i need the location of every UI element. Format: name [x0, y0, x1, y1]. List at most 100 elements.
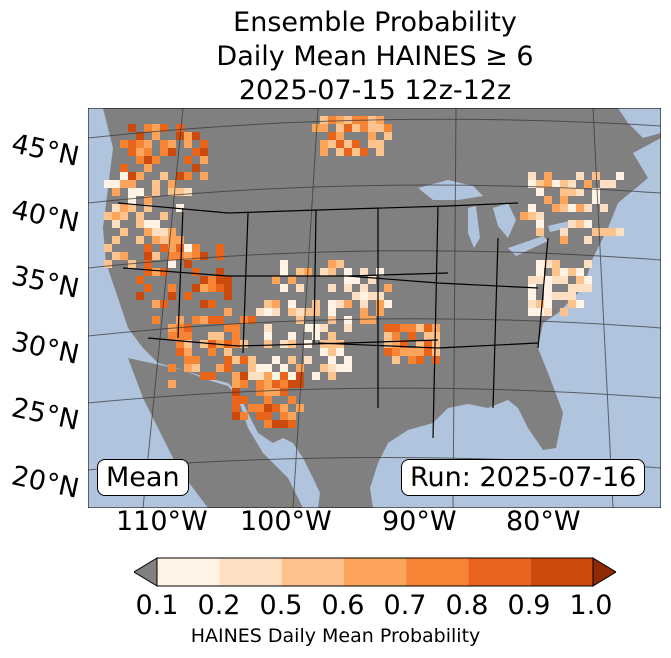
probability-cell — [136, 172, 144, 180]
probability-cell — [416, 356, 424, 364]
probability-cell — [208, 372, 216, 380]
probability-cell — [552, 292, 560, 300]
probability-cell — [152, 156, 160, 164]
probability-cells — [104, 116, 624, 428]
probability-cell — [336, 140, 344, 148]
probability-cell — [320, 268, 328, 276]
lake-huron — [493, 203, 516, 238]
probability-cell — [280, 340, 288, 348]
probability-cell — [216, 252, 224, 260]
colorbar-tick-1: 0.2 — [197, 590, 241, 621]
probability-cell — [200, 372, 208, 380]
probability-cell — [264, 412, 272, 420]
probability-cell — [224, 364, 232, 372]
probability-cell — [104, 244, 112, 252]
probability-cell — [336, 148, 344, 156]
probability-cell — [280, 364, 288, 372]
probability-cell — [208, 332, 216, 340]
probability-cell — [184, 156, 192, 164]
colorbar-tick-5: 0.8 — [445, 590, 489, 621]
probability-cell — [384, 124, 392, 132]
title-line-1: Ensemble Probability — [233, 7, 517, 38]
probability-cell — [168, 188, 176, 196]
probability-cell — [336, 260, 344, 268]
probability-cell — [616, 228, 624, 236]
probability-cell — [360, 292, 368, 300]
probability-cell — [296, 284, 304, 292]
probability-cell — [224, 356, 232, 364]
probability-cell — [416, 324, 424, 332]
probability-cell — [280, 372, 288, 380]
probability-cell — [576, 204, 584, 212]
probability-cell — [200, 284, 208, 292]
probability-cell — [256, 372, 264, 380]
probability-cell — [360, 268, 368, 276]
probability-cell — [584, 260, 592, 268]
probability-cell — [192, 244, 200, 252]
probability-cell — [328, 268, 336, 276]
probability-cell — [360, 316, 368, 324]
probability-cell — [192, 132, 200, 140]
probability-cell — [128, 140, 136, 148]
probability-cell — [168, 260, 176, 268]
probability-cell — [408, 348, 416, 356]
probability-cell — [136, 132, 144, 140]
probability-cell — [568, 292, 576, 300]
probability-cell — [200, 252, 208, 260]
probability-cell — [184, 172, 192, 180]
probability-cell — [232, 404, 240, 412]
lat-label-40: 40°N — [8, 194, 82, 239]
probability-cell — [336, 116, 344, 124]
probability-cell — [232, 340, 240, 348]
probability-cell — [152, 124, 160, 132]
probability-cell — [208, 284, 216, 292]
probability-cell — [240, 340, 248, 348]
probability-cell — [392, 324, 400, 332]
probability-cell — [168, 252, 176, 260]
title-line-2: Daily Mean HAINES ≥ 6 — [216, 41, 534, 72]
probability-cell — [152, 228, 160, 236]
probability-cell — [168, 148, 176, 156]
probability-cell — [584, 204, 592, 212]
colorbar-tick-4: 0.7 — [383, 590, 427, 621]
state-borders — [117, 202, 549, 439]
probability-cell — [528, 212, 536, 220]
lon-label-100: 100°W — [240, 506, 332, 537]
probability-cell — [384, 332, 392, 340]
probability-cell — [160, 140, 168, 148]
probability-cell — [360, 148, 368, 156]
probability-cell — [328, 116, 336, 124]
probability-cell — [192, 356, 200, 364]
probability-cell — [296, 364, 304, 372]
probability-cell — [160, 268, 168, 276]
probability-cell — [136, 236, 144, 244]
probability-cell — [160, 212, 168, 220]
probability-cell — [320, 348, 328, 356]
probability-cell — [528, 276, 536, 284]
probability-cell — [544, 260, 552, 268]
probability-cell — [368, 140, 376, 148]
probability-cell — [368, 292, 376, 300]
probability-cell — [256, 308, 264, 316]
probability-cell — [584, 284, 592, 292]
probability-cell — [216, 364, 224, 372]
probability-cell — [296, 372, 304, 380]
probability-cell — [264, 332, 272, 340]
probability-cell — [312, 324, 320, 332]
probability-cell — [176, 348, 184, 356]
probability-cell — [312, 372, 320, 380]
probability-cell — [384, 132, 392, 140]
probability-cell — [264, 340, 272, 348]
probability-cell — [560, 196, 568, 204]
probability-cell — [200, 300, 208, 308]
probability-cell — [312, 300, 320, 308]
probability-cell — [272, 380, 280, 388]
probability-cell — [384, 324, 392, 332]
probability-cell — [280, 268, 288, 276]
probability-cell — [184, 132, 192, 140]
probability-cell — [192, 252, 200, 260]
probability-cell — [568, 188, 576, 196]
probability-cell — [336, 300, 344, 308]
lat-label-20: 20°N — [8, 460, 82, 505]
probability-cell — [216, 276, 224, 284]
